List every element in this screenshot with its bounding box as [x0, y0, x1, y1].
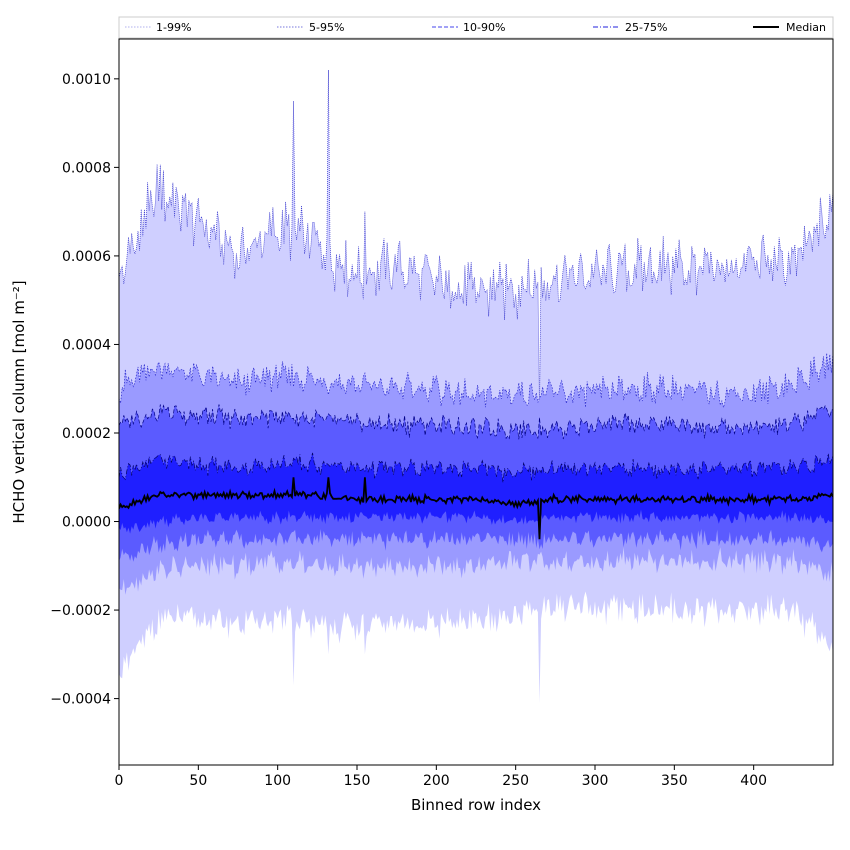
y-tick-label: −0.0004 [50, 692, 111, 708]
x-tick-label: 0 [115, 773, 124, 789]
x-axis: 0 50 100 150 200 250 300 350 400 [115, 765, 767, 789]
legend-label: 5-95% [309, 21, 344, 34]
legend-label: 25-75% [625, 21, 667, 34]
band-10-90%-upper-line [119, 404, 833, 440]
x-tick-label: 350 [661, 773, 688, 789]
band-25-75%-upper-line [119, 452, 833, 483]
x-tick-label: 250 [502, 773, 529, 789]
y-tick-label: 0.0010 [62, 72, 111, 88]
median-line [119, 477, 833, 540]
bands-group [119, 69, 833, 703]
x-tick-label: 300 [582, 773, 609, 789]
x-axis-label: Binned row index [411, 796, 541, 814]
x-tick-label: 200 [423, 773, 450, 789]
band-1-99%-upper-line [119, 69, 833, 411]
y-axis: −0.0004 −0.0002 0.0000 0.0002 0.0004 0.0006 0.… [50, 72, 119, 708]
legend-label: 10-90% [463, 21, 505, 34]
legend-label: 1-99% [156, 21, 191, 34]
x-tick-label: 100 [264, 773, 291, 789]
plot-frame [118, 38, 834, 766]
y-tick-label: 0.0006 [62, 249, 111, 265]
y-tick-label: −0.0002 [50, 603, 111, 619]
x-tick-label: 150 [344, 773, 371, 789]
band-25-75%-fill [119, 452, 833, 534]
legend: 1-99% 5-95% 10-90% 25-75% Median [118, 16, 834, 39]
legend-frame [118, 16, 834, 39]
y-tick-label: 0.0002 [62, 426, 111, 442]
band-5-95%-upper-line [119, 352, 833, 408]
plot-area [119, 69, 833, 703]
x-tick-label: 50 [189, 773, 207, 789]
legend-label: Median [786, 21, 826, 34]
y-tick-label: 0.0008 [62, 160, 111, 176]
y-tick-label: 0.0004 [62, 337, 111, 353]
y-tick-label: 0.0000 [62, 515, 111, 531]
x-tick-label: 400 [740, 773, 767, 789]
y-axis-label: HCHO vertical column [mol m⁻²] [10, 280, 28, 523]
